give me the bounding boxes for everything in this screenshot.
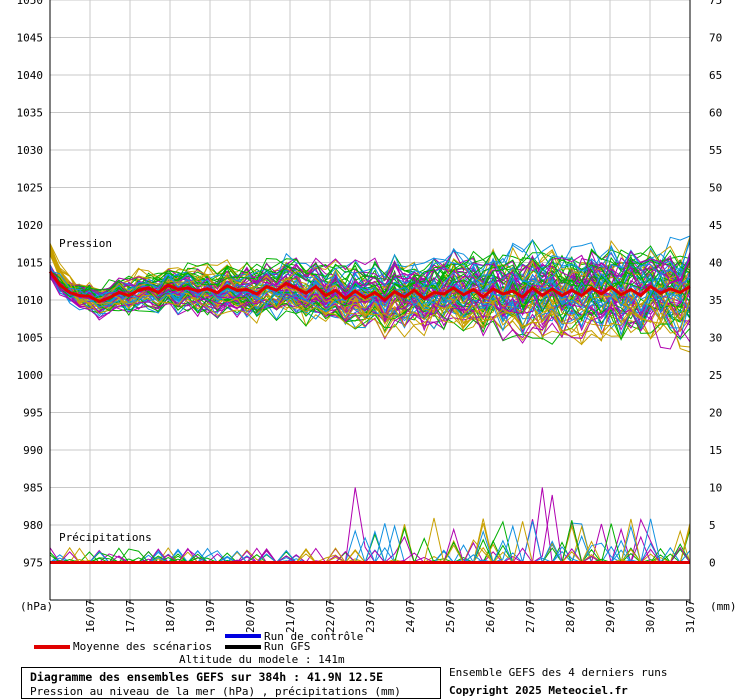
right-tick-label: 25 (709, 369, 722, 382)
copyright: Copyright 2025 Meteociel.fr (449, 684, 628, 697)
chart-title: Diagramme des ensembles GEFS sur 384h : … (30, 670, 384, 684)
right-tick-label: 30 (709, 332, 722, 345)
control-run-label: Run de contrôle (264, 630, 364, 643)
ensemble-member-line (49, 249, 691, 339)
right-tick-label: 45 (709, 219, 722, 232)
x-tick-label: 17/07 (124, 600, 137, 633)
right-tick-label: 40 (709, 257, 722, 270)
x-tick-label: 28/07 (564, 600, 577, 633)
right-tick-label: 15 (709, 444, 722, 457)
right-tick-label: 10 (709, 482, 722, 495)
right-tick-label: 5 (709, 519, 716, 532)
ensemble-member-line (49, 258, 691, 309)
left-tick-label: 1045 (17, 32, 44, 45)
left-tick-label: 980 (23, 519, 43, 532)
title-box: Diagramme des ensembles GEFS sur 384h : … (21, 667, 441, 699)
right-tick-label: 55 (709, 144, 722, 157)
control-run-swatch (225, 634, 261, 638)
left-tick-label: 990 (23, 444, 43, 457)
left-tick-label: 1010 (17, 294, 44, 307)
x-tick-label: 27/07 (524, 600, 537, 633)
left-tick-label: 1040 (17, 69, 44, 82)
precip-annotation: Précipitations (59, 531, 152, 544)
x-tick-label: 23/07 (364, 600, 377, 633)
right-tick-label: 70 (709, 32, 722, 45)
ensemble-member-line (49, 250, 691, 303)
x-tick-label: 19/07 (204, 600, 217, 633)
left-tick-label: 1020 (17, 219, 44, 232)
mean-line (48, 270, 691, 304)
altitude-label: Altitude du modele : 141m (179, 653, 345, 666)
pressure-annotation: Pression (59, 237, 112, 250)
right-unit-label: (mm) (710, 600, 737, 613)
left-tick-label: 1030 (17, 144, 44, 157)
left-tick-label: 1015 (17, 257, 44, 270)
right-tick-label: 60 (709, 107, 722, 120)
gfs-run-label: Run GFS (264, 640, 311, 653)
x-tick-label: 31/07 (684, 600, 697, 633)
mean-label: Moyenne des scénarios (73, 640, 213, 653)
ensemble-member-line (49, 249, 691, 323)
chart-subtitle: Pression au niveau de la mer (hPa) , pré… (30, 685, 401, 698)
right-tick-label: 35 (709, 294, 722, 307)
gfs-run-swatch (225, 645, 261, 649)
ensemble-member-line (49, 274, 691, 350)
left-unit-label: (hPa) (20, 600, 53, 613)
right-tick-label: 75 (709, 0, 722, 7)
right-tick-label: 0 (709, 557, 716, 570)
left-tick-label: 985 (23, 482, 43, 495)
mean-swatch (34, 645, 70, 649)
left-tick-label: 1000 (17, 369, 44, 382)
precipitation-members (49, 487, 691, 565)
left-tick-label: 975 (23, 557, 43, 570)
ensemble-member-line (49, 237, 691, 305)
x-tick-label: 21/07 (284, 600, 297, 633)
runs-note: Ensemble GEFS des 4 derniers runs (449, 666, 668, 679)
left-tick-label: 1025 (17, 182, 44, 195)
left-tick-label: 1035 (17, 107, 44, 120)
x-tick-label: 26/07 (484, 600, 497, 633)
x-tick-label: 24/07 (404, 600, 417, 633)
right-tick-label: 20 (709, 407, 722, 420)
x-tick-label: 30/07 (644, 600, 657, 633)
ensemble-member-line (49, 249, 691, 330)
right-tick-label: 65 (709, 69, 722, 82)
x-tick-label: 20/07 (244, 600, 257, 633)
ensemble-member-line (49, 270, 691, 326)
right-tick-label: 50 (709, 182, 722, 195)
x-tick-label: 16/07 (84, 600, 97, 633)
x-tick-label: 22/07 (324, 600, 337, 633)
left-tick-label: 1005 (17, 332, 44, 345)
axis-labels: 9759809859909951000100510101015102010251… (17, 0, 737, 633)
x-tick-label: 29/07 (604, 600, 617, 633)
left-tick-label: 1050 (17, 0, 44, 7)
left-tick-label: 995 (23, 407, 43, 420)
ensemble-chart: 9759809859909951000100510101015102010251… (17, 0, 737, 633)
x-tick-label: 18/07 (164, 600, 177, 633)
x-tick-label: 25/07 (444, 600, 457, 633)
ensemble-member-line (49, 270, 691, 337)
mean-series (48, 270, 691, 304)
